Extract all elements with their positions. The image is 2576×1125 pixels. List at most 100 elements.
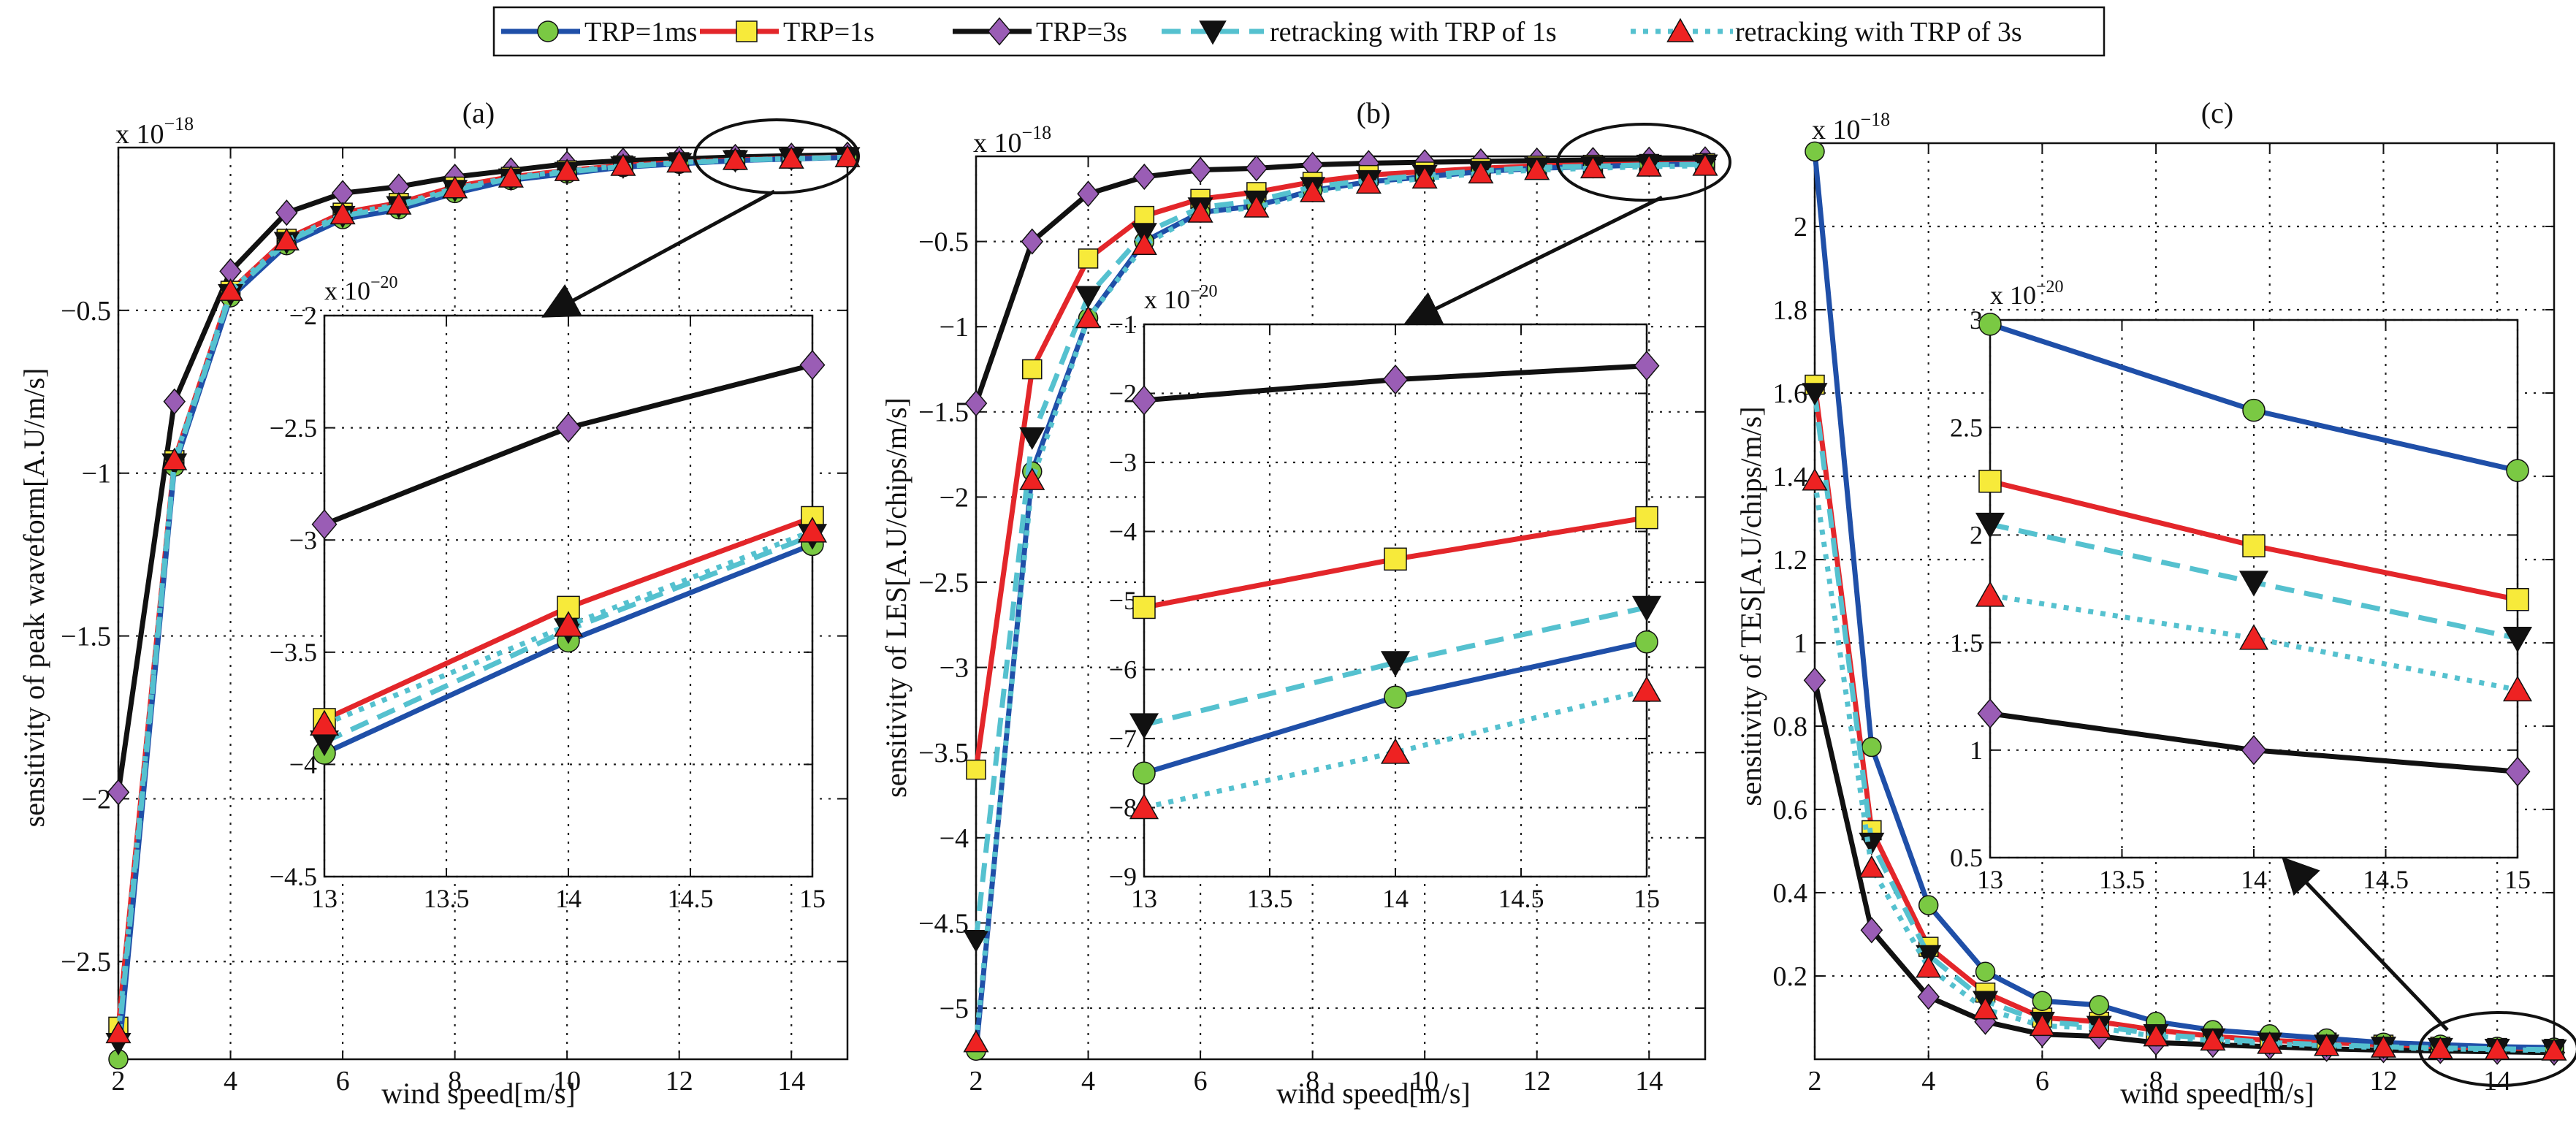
legend-swatch-trp-1ms [501,20,580,42]
chart-a-x-tick-label-4: 10 [553,1066,581,1097]
chart-b-point-retrack-3s-2 [1075,305,1102,329]
y-axis-label-b: sensitivity of LES[A.U/chips/m/s] [880,397,912,798]
chart-c-line-retrack-1s [1812,392,2555,1053]
chart-b-line-retrack-1s [973,161,1706,941]
inset-a-point-retrack-3s-1 [553,611,584,637]
inset-b-y-tick-label-2: −7 [1109,724,1137,753]
inset-b-y-tick-label-8: −1 [1109,310,1137,339]
chart-a-point-retrack-3s-9 [610,153,636,176]
chart-a-x-tick-label-6: 14 [777,1066,805,1097]
inset-plot-c: 13 13.5 14 14.5 150.511.522.53 [1950,305,2533,894]
inset-a-point-trp-3s-2 [799,349,826,381]
zoom-ellipse-b [1556,123,1731,202]
chart-b-point-trp-3s-2 [1077,180,1100,207]
inset-c-series-retrack-3s [1975,581,2533,702]
chart-c-x-tick-label-4: 10 [2256,1066,2284,1097]
chart-c-x-tick-label-2: 6 [2035,1066,2049,1097]
inset-c-x-tick-label-3: 14.5 [2363,865,2409,894]
inset-c-point-trp-3s-2 [2504,756,2531,787]
inset-a-x-tick-label-0: 13 [311,884,338,913]
chart-c-y-tick-label-8: 1.8 [1773,295,1808,326]
legend-label-retracking-3s: retracking with TRP of 3s [1735,17,2022,47]
inset-c-series-trp-3s [1977,698,2531,787]
chart-b-point-trp-3s-4 [1189,156,1212,183]
legend-label-trp-3s: TRP=3s [1036,17,1127,47]
chart-c-point-retrack-3s-6 [2143,1023,2169,1047]
chart-c-point-retrack-3s-10 [2370,1034,2397,1058]
chart-c-point-retrack-3s-3 [1972,996,1999,1020]
inset-exponent-label-a: x 10−20 [324,273,398,305]
exponent-label-a: x 10−18 [115,113,194,150]
chart-b-point-trp-1s-0 [966,759,986,780]
chart-a-axes-frame [117,146,849,1061]
chart-c-point-retrack-3s-4 [2029,1013,2055,1037]
chart-b-point-retrack-3s-0 [963,1029,989,1053]
inset-b-point-trp-3s-0 [1131,385,1157,416]
chart-panel-c: (c) x 10−18 sensitivity of TES[A.U/chips… [1734,96,2576,1110]
inset-c-point-retrack-3s-0 [1975,581,2005,607]
inset-a-x-tick-label-3: 14.5 [668,884,714,913]
chart-a-y-tick-label-3: −1 [82,459,111,489]
inset-a-series-trp-3s [311,349,826,540]
legend-marker-trp-1ms [537,20,559,42]
inset-c-point-retrack-3s-1 [2238,624,2269,650]
inset-c-y-tick-label-2: 1.5 [1950,628,1983,657]
chart-a-x-tick-label-5: 12 [666,1066,693,1097]
inset-b-x-tick-label-2: 14 [1382,884,1409,913]
inset-b-y-tick-label-4: −5 [1109,586,1137,615]
legend-label-trp-1ms: TRP=1ms [584,17,697,47]
inset-exponent-label-c: x 10−20 [1990,278,2064,310]
chart-b-point-trp-3s-5 [1245,155,1268,182]
legend-entry-trp-1ms: TRP=1ms [501,17,697,47]
chart-b-y-tick-label-8: −1 [940,312,969,343]
legend-swatch-retracking-1s [1162,20,1264,45]
chart-c-point-trp-1ms-1 [1861,736,1882,758]
inset-c-y-tick-label-0: 0.5 [1950,843,1983,872]
chart-a-y-tick-label-0: −2.5 [61,947,111,977]
inset-c-point-trp-3s-1 [2241,735,2267,766]
inset-b-y-tick-label-6: −3 [1109,448,1137,477]
inset-b-y-tick-label-0: −9 [1109,862,1137,891]
chart-a-x-tick-label-0: 2 [112,1066,126,1097]
inset-c-series-retrack-1s [1975,512,2533,653]
inset-c-x-tick-label-1: 13.5 [2099,865,2145,894]
chart-a-point-retrack-3s-1 [161,447,188,470]
inset-b-point-trp-3s-1 [1382,364,1409,395]
inset-c-y-tick-label-1: 1 [1970,736,1983,765]
zoom-arrow-a [541,189,776,318]
panel-label-a: (a) [462,96,495,129]
chart-b-point-retrack-1s-2 [1075,286,1102,309]
inset-b-point-trp-1s-0 [1132,595,1156,619]
chart-a-tick-labels: 2 4 6 8 10 12 14 −2.5 −2 −1.5 −1 −0.5 [61,296,805,1097]
inset-c-series-trp-1ms [1978,313,2529,482]
chart-c-point-retrack-3s-8 [2257,1031,2283,1054]
inset-c-point-trp-1s-0 [1978,470,2002,493]
inset-b-series-trp-3s [1131,351,1660,416]
chart-b-point-retrack-3s-10 [1524,157,1550,180]
inset-a-y-tick-label-3: −3 [289,525,317,554]
inset-c-y-tick-label-4: 2.5 [1950,413,1983,442]
chart-c-point-retrack-3s-13 [2541,1037,2567,1061]
inset-c-x-tick-label-4: 15 [2504,865,2531,894]
chart-b-y-tick-label-7: −1.5 [918,397,969,428]
chart-b-series-retrack-3s [963,153,1718,1053]
chart-b-point-retrack-3s-11 [1579,156,1607,179]
inset-c-point-trp-1ms-0 [1978,313,2002,336]
inset-a-x-tick-label-2: 14 [555,884,582,913]
chart-c-y-tick-label-5: 1.2 [1773,545,1808,576]
legend-swatch-trp-3s [953,17,1032,46]
inset-c-point-trp-1ms-1 [2242,398,2266,422]
chart-c-y-tick-label-9: 2 [1794,212,1807,243]
chart-b-y-tick-label-2: −4 [940,823,969,854]
chart-b-point-trp-1s-2 [1078,248,1099,269]
legend-marker-trp-1s [736,20,758,42]
chart-c-point-retrack-3s-11 [2427,1036,2453,1059]
chart-c-point-trp-1ms-3 [1975,961,1996,983]
chart-b-y-tick-label-1: −4.5 [918,908,969,939]
chart-c-x-tick-label-1: 4 [1921,1066,1935,1097]
chart-a-point-retrack-3s-0 [105,1021,132,1044]
chart-b-x-tick-label-1: 4 [1081,1066,1095,1097]
inset-a-point-trp-3s-0 [311,509,338,540]
chart-c-point-retrack-3s-2 [1916,955,1942,978]
